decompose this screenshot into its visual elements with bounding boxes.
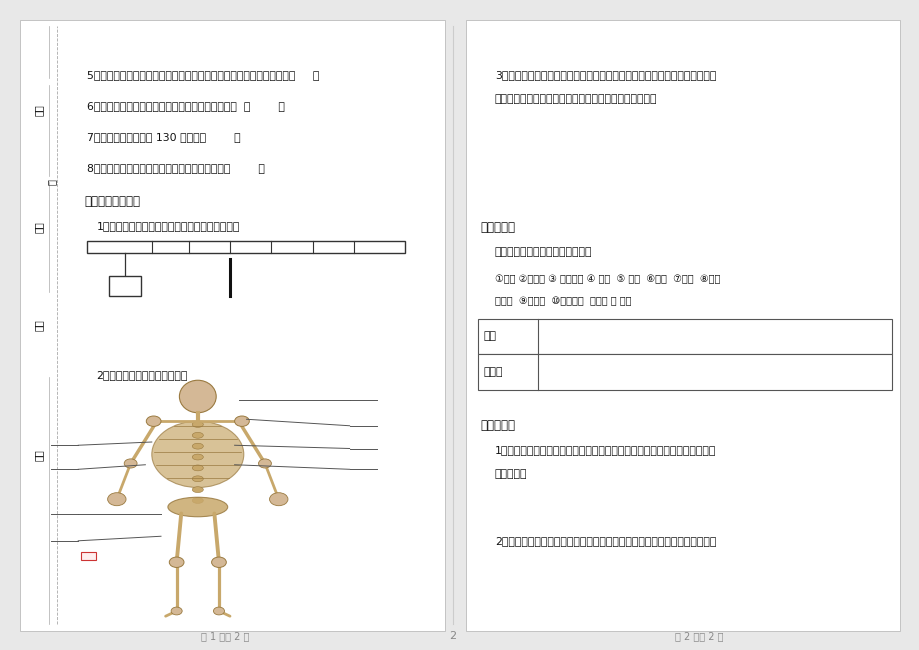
Text: 请你将以下材料放到合适的位置。: 请你将以下材料放到合适的位置。 (494, 247, 592, 257)
Ellipse shape (192, 498, 203, 503)
Text: 班级: 班级 (34, 222, 43, 233)
Circle shape (169, 557, 184, 567)
Ellipse shape (179, 380, 216, 413)
Ellipse shape (192, 443, 203, 449)
Ellipse shape (192, 432, 203, 438)
Text: 1、如果你在野外迷了路，怎样才能辨认出正确的方向，找到回家的路？方法: 1、如果你在野外迷了路，怎样才能辨认出正确的方向，找到回家的路？方法 (494, 445, 716, 455)
Circle shape (213, 607, 224, 615)
Circle shape (234, 416, 249, 426)
Text: 越多越好。: 越多越好。 (494, 469, 527, 479)
Text: 6、日晷是我国古代利用日影测得时刻的一种仪器。  （        ）: 6、日晷是我国古代利用日影测得时刻的一种仪器。 （ ） (87, 101, 285, 111)
Text: 5、在弹性限度内压缩或拉长弹簧，用的力越大，产生的弹力就越大。（     ）: 5、在弹性限度内压缩或拉长弹簧，用的力越大，产生的弹力就越大。（ ） (87, 70, 320, 79)
Ellipse shape (192, 454, 203, 460)
Bar (478, 318, 891, 354)
Text: ①铁片 ②干木头 ③ 食盐溶液 ④ 碳棒  ⑤ 陶瓷  ⑥人体  ⑦玻璃  ⑧潮湿: ①铁片 ②干木头 ③ 食盐溶液 ④ 碳棒 ⑤ 陶瓷 ⑥人体 ⑦玻璃 ⑧潮湿 (494, 274, 720, 284)
Text: 个开关分别控制这两个小灯泡发光。（画出电路图即可）: 个开关分别控制这两个小灯泡发光。（画出电路图即可） (494, 94, 657, 104)
Ellipse shape (152, 421, 244, 488)
Text: 导体: 导体 (482, 332, 495, 341)
Ellipse shape (192, 422, 203, 428)
Ellipse shape (192, 476, 203, 482)
Ellipse shape (192, 465, 203, 471)
Text: 2、请在图上填入关节的名称。: 2、请在图上填入关节的名称。 (96, 370, 187, 380)
Text: 五、分类。: 五、分类。 (480, 221, 515, 234)
Bar (108, 276, 141, 296)
Text: 学校: 学校 (34, 449, 43, 461)
Text: ×: × (85, 552, 91, 561)
Ellipse shape (168, 497, 228, 517)
Text: 2、造成人弯腰驼背的原因是什么？我们应该怎样保护脊柱，使它不变形呢？: 2、造成人弯腰驼背的原因是什么？我们应该怎样保护脊柱，使它不变形呢？ (494, 536, 716, 546)
Circle shape (146, 416, 161, 426)
Text: 2: 2 (448, 630, 456, 641)
Text: 8、开关能接通或断开电路，控制用电器工作。（        ）: 8、开关能接通或断开电路，控制用电器工作。（ ） (87, 163, 265, 173)
Text: 的木头  ⑨干棉纱  ⑩塑料泡沫  ⑪布条 ⑫ 铜片: 的木头 ⑨干棉纱 ⑩塑料泡沫 ⑪布条 ⑫ 铜片 (494, 296, 630, 306)
Bar (20, 20, 445, 630)
Text: 六、简答。: 六、简答。 (480, 419, 515, 432)
Circle shape (171, 607, 182, 615)
Ellipse shape (192, 487, 203, 493)
Circle shape (108, 493, 126, 506)
Text: 绝缘体: 绝缘体 (482, 367, 502, 377)
Bar (478, 354, 891, 390)
Circle shape (124, 459, 137, 468)
Text: 1、要使下面的杠杆尺达到平衡，你有几种方法？: 1、要使下面的杠杆尺达到平衡，你有几种方法？ (96, 221, 240, 231)
Text: 考号: 考号 (34, 105, 43, 116)
Text: 第 2 页共 2 页: 第 2 页共 2 页 (675, 630, 722, 641)
Text: 订: 订 (47, 179, 56, 185)
Circle shape (269, 493, 288, 506)
Circle shape (258, 459, 271, 468)
Text: 姓名: 姓名 (34, 319, 43, 331)
Text: 3、用两节电池、两个开关、两个小灯泡和足够长的导线设计一个电路，让两: 3、用两节电池、两个开关、两个小灯泡和足够长的导线设计一个电路，让两 (494, 70, 716, 79)
Bar (465, 20, 899, 630)
Text: 7、太阳体积是地球的 130 万倍。（        ）: 7、太阳体积是地球的 130 万倍。（ ） (87, 132, 241, 142)
Bar (81, 552, 96, 560)
Text: 四、识图与作图。: 四、识图与作图。 (85, 195, 141, 208)
Circle shape (211, 557, 226, 567)
Text: 第 1 页共 2 页: 第 1 页共 2 页 (201, 630, 249, 641)
Bar (87, 241, 404, 253)
